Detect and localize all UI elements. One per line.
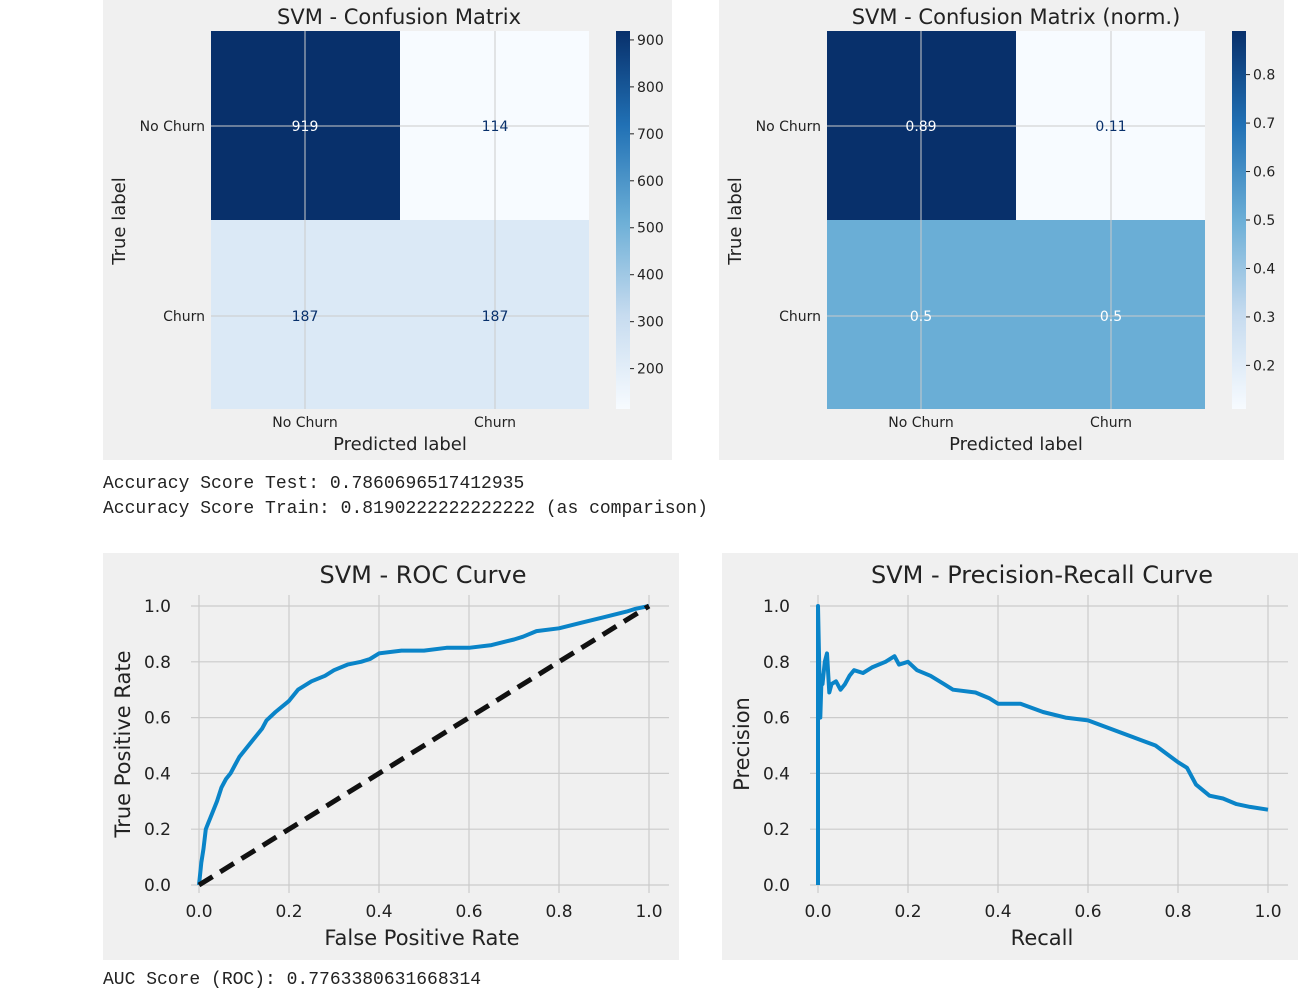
cm-row-label-churn: Churn — [163, 309, 205, 325]
cmn-row-label-churn: Churn — [779, 309, 821, 325]
cm-colorbar-ticks: 900 800 700 600 500 400 300 200 — [630, 33, 664, 378]
pr-xtick-label: 0.4 — [984, 902, 1011, 922]
cm-value-0-0: 919 — [292, 119, 319, 135]
cm-ylabel: True label — [109, 177, 130, 266]
roc-ytick-label: 1.0 — [144, 597, 171, 617]
cmn-colorbar-tick-label: 0.6 — [1253, 165, 1275, 181]
pr-ytick-label: 0.0 — [763, 876, 790, 896]
cmn-colorbar — [1232, 31, 1246, 409]
cmn-value-1-0: 0.5 — [910, 309, 932, 325]
pr-ticks: 0.0 0.2 0.4 0.6 0.8 1.0 0.0 0.2 0.4 0.6 0.8 1.0 — [763, 597, 1282, 922]
cmn-col-label-no-churn: No Churn — [888, 415, 953, 431]
cmn-xlabel: Predicted label — [949, 434, 1083, 455]
cmn-title: SVM - Confusion Matrix (norm.) — [852, 5, 1181, 29]
confusion-matrix-norm-panel: SVM - Confusion Matrix (norm.) 0.89 0.11… — [719, 0, 1284, 460]
cmn-colorbar-tick-label: 0.8 — [1253, 68, 1275, 84]
pr-xlabel: Recall — [1011, 926, 1074, 950]
pr-ytick-label: 0.8 — [763, 653, 790, 673]
cm-colorbar-tick-label: 500 — [637, 221, 664, 237]
pr-ytick-label: 0.2 — [763, 820, 790, 840]
roc-xtick-label: 0.4 — [365, 902, 392, 922]
roc-xlabel: False Positive Rate — [324, 926, 519, 950]
cmn-value-0-1: 0.11 — [1095, 119, 1126, 135]
roc-ticks: 0.0 0.2 0.4 0.6 0.8 1.0 0.0 0.2 0.4 0.6 0.8 1.0 — [144, 597, 663, 922]
roc-title: SVM - ROC Curve — [319, 561, 526, 589]
cmn-colorbar-ticks: 0.8 0.7 0.6 0.5 0.4 0.3 0.2 — [1246, 68, 1275, 374]
cm-colorbar-tick-label: 900 — [637, 33, 664, 49]
pr-ylabel: Precision — [730, 697, 754, 791]
cmn-colorbar-tick-label: 0.5 — [1253, 213, 1275, 229]
cmn-colorbar-tick-label: 0.7 — [1253, 116, 1275, 132]
pr-chart: SVM - Precision-Recall Curve 0.0 0.2 0.4 0.… — [730, 561, 1288, 950]
cm-title: SVM - Confusion Matrix — [277, 5, 521, 29]
roc-chart: SVM - ROC Curve 0.0 0.2 0.4 0.6 0.8 1.0 0.0 0.2… — [111, 561, 669, 950]
pr-lines — [816, 604, 1269, 885]
roc-ytick-label: 0.8 — [144, 653, 171, 673]
roc-ytick-label: 0.0 — [144, 876, 171, 896]
cmn-colorbar-tick-label: 0.3 — [1253, 310, 1275, 326]
pr-title: SVM - Precision-Recall Curve — [871, 561, 1213, 589]
cmn-colorbar-tick-label: 0.4 — [1253, 261, 1275, 277]
pr-ytick-label: 0.6 — [763, 709, 790, 729]
accuracy-test-output: Accuracy Score Test: 0.7860696517412935 — [103, 474, 525, 494]
cm-colorbar-tick-label: 700 — [637, 127, 664, 143]
roc-xtick-label: 0.6 — [455, 902, 482, 922]
pr-xtick-label: 0.6 — [1074, 902, 1101, 922]
roc-ylabel: True Positive Rate — [111, 650, 135, 838]
cm-colorbar-tick-label: 400 — [637, 268, 664, 284]
roc-panel: SVM - ROC Curve 0.0 0.2 0.4 0.6 0.8 1.0 0.0 0.2… — [103, 553, 679, 960]
cm-col-label-no-churn: No Churn — [272, 415, 337, 431]
pr-xtick-label: 1.0 — [1254, 902, 1281, 922]
cmn-row-label-no-churn: No Churn — [756, 119, 821, 135]
cm-col-label-churn: Churn — [474, 415, 516, 431]
cm-value-0-1: 114 — [482, 119, 509, 135]
roc-xtick-label: 0.8 — [545, 902, 572, 922]
cm-colorbar — [616, 31, 630, 409]
roc-xtick-label: 0.2 — [275, 902, 302, 922]
roc-ytick-label: 0.2 — [144, 820, 171, 840]
cmn-ylabel: True label — [725, 177, 746, 266]
confusion-matrix-chart: SVM - Confusion Matrix 919 114 187 187 N… — [109, 5, 664, 455]
auc-output: AUC Score (ROC): 0.7763380631668314 — [103, 970, 482, 990]
confusion-matrix-norm-chart: SVM - Confusion Matrix (norm.) 0.89 0.11… — [725, 5, 1275, 455]
cm-colorbar-tick-label: 600 — [637, 174, 664, 190]
cm-colorbar-tick-label: 300 — [637, 315, 664, 331]
cm-value-1-0: 187 — [292, 309, 319, 325]
roc-ytick-label: 0.6 — [144, 709, 171, 729]
pr-grid — [810, 595, 1288, 893]
cm-colorbar-tick-label: 200 — [637, 362, 664, 378]
roc-grid — [191, 595, 669, 893]
roc-xtick-label: 1.0 — [635, 902, 662, 922]
roc-xtick-label: 0.0 — [185, 902, 212, 922]
cm-row-label-no-churn: No Churn — [140, 119, 205, 135]
cm-value-1-1: 187 — [482, 309, 509, 325]
cmn-value-1-1: 0.5 — [1100, 309, 1122, 325]
cmn-colorbar-tick-label: 0.2 — [1253, 358, 1275, 374]
confusion-matrix-panel: SVM - Confusion Matrix 919 114 187 187 N… — [103, 0, 672, 460]
roc-ytick-label: 0.4 — [144, 764, 171, 784]
cmn-col-label-churn: Churn — [1090, 415, 1132, 431]
pr-xtick-label: 0.2 — [894, 902, 921, 922]
cm-colorbar-tick-label: 800 — [637, 80, 664, 96]
roc-series-chance — [197, 603, 651, 888]
pr-panel: SVM - Precision-Recall Curve 0.0 0.2 0.4 0.… — [722, 553, 1298, 960]
pr-series-precision-recall — [816, 604, 1269, 885]
roc-series-roc — [197, 604, 650, 886]
cm-xlabel: Predicted label — [333, 434, 467, 455]
roc-lines — [197, 603, 651, 888]
pr-ytick-label: 0.4 — [763, 764, 790, 784]
pr-xtick-label: 0.0 — [804, 902, 831, 922]
cmn-value-0-0: 0.89 — [905, 119, 936, 135]
pr-xtick-label: 0.8 — [1164, 902, 1191, 922]
pr-ytick-label: 1.0 — [763, 597, 790, 617]
accuracy-train-output: Accuracy Score Train: 0.8190222222222222… — [103, 499, 708, 519]
